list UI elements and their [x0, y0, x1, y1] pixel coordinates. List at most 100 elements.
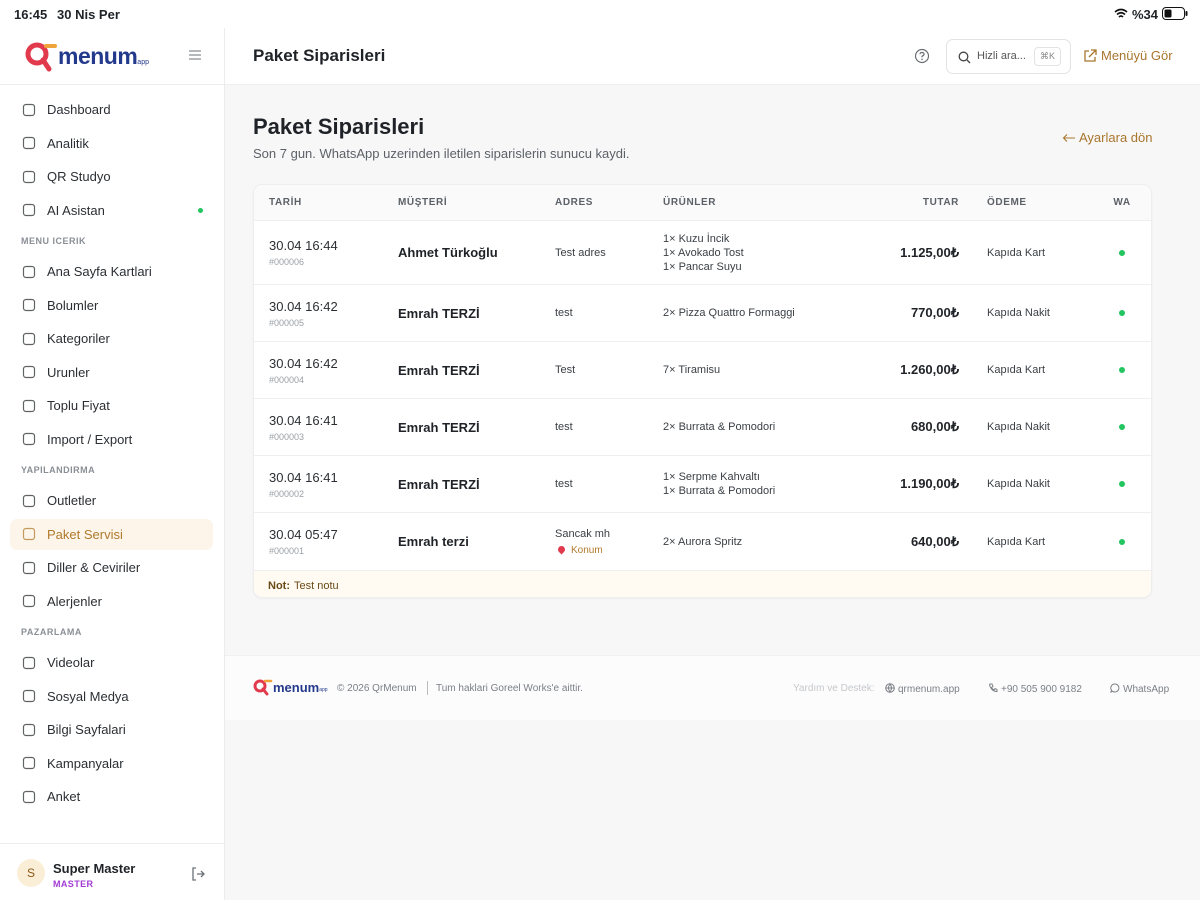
total: 1.190,00₺ [900, 476, 959, 491]
items-cell: 2× Pizza Quattro Formaggi [663, 306, 863, 320]
total: 640,00₺ [910, 533, 959, 549]
nav-icon [22, 561, 36, 574]
nav-item[interactable]: Import / Export [10, 424, 213, 455]
nav-item[interactable]: Analitik [10, 128, 213, 159]
nav-item[interactable]: Outletler [10, 485, 213, 516]
nav-label: Outletler [47, 493, 97, 508]
page-subtitle: Son 7 gun. WhatsApp uzerinden iletilen s… [253, 146, 630, 161]
total: 680,00₺ [910, 419, 959, 434]
nav-item[interactable]: Bilgi Sayfalari [10, 714, 213, 745]
location-link[interactable]: Konum [555, 544, 663, 556]
total: 1.125,00₺ [900, 244, 959, 260]
item: 1× Avokado Tost [663, 246, 744, 259]
battery-level: %34 [1132, 7, 1159, 22]
view-menu-link[interactable]: Menüyü Gör [1083, 48, 1173, 63]
nav-label: QR Studyo [47, 169, 111, 184]
nav-icon [22, 594, 36, 608]
nav-item[interactable]: Anket [10, 781, 213, 812]
phone-link[interactable]: +90 505 900 9182 [988, 683, 1082, 695]
nav-icon [22, 656, 36, 669]
search-placeholder: Hizli ara... [977, 50, 1026, 62]
date-cell: 30.04 16:42 #000005 [269, 299, 398, 328]
whatsapp-link[interactable]: WhatsApp [1110, 683, 1169, 695]
order-row[interactable]: 30.04 16:41 #000003 Emrah TERZİ test 2× Burr… [254, 399, 1151, 456]
nav-icon [22, 365, 36, 379]
order-date: 30.04 16:42 [269, 355, 338, 371]
logo[interactable]: menum app [24, 40, 149, 72]
nav-item[interactable]: Sosyal Medya [10, 681, 213, 712]
nav-item[interactable]: Dashboard [10, 94, 213, 125]
site-link[interactable]: qrmenum.app [885, 683, 960, 695]
footer-logo-mark [253, 679, 273, 696]
status-dot [198, 207, 203, 213]
logo-text: menum [58, 42, 138, 69]
address: test [555, 421, 573, 433]
order-row[interactable]: 30.04 16:44 #000006 Ahmet Türkoğlu Test adr… [254, 221, 1151, 285]
nav-item[interactable]: AI Asistan [10, 195, 213, 226]
date-cell: 30.04 16:44 #000006 [269, 238, 398, 267]
order-row[interactable]: 30.04 05:47 #000001 Emrah terzi Sancak mh Ko… [254, 513, 1151, 571]
logout-button[interactable] [190, 866, 206, 882]
user-name: Super Master [53, 861, 136, 876]
nav-item[interactable]: Kategoriler [10, 323, 213, 354]
view-menu-text: Menüyü Gör [1101, 48, 1173, 63]
phone-text: +90 505 900 9182 [1001, 684, 1082, 695]
order-row[interactable]: 30.04 16:41 #000002 Emrah TERZİ test 1× Serp… [254, 456, 1151, 513]
wa-status-dot [1119, 367, 1125, 373]
help-button[interactable] [914, 48, 930, 64]
nav-item[interactable]: QR Studyo [10, 161, 213, 192]
address: test [555, 307, 573, 319]
nav-item[interactable]: Ana Sayfa Kartlari [10, 256, 213, 287]
date-cell: 30.04 05:47 #000001 [269, 527, 398, 556]
nav-item[interactable]: Urunler [10, 357, 213, 388]
order-row[interactable]: 30.04 16:42 #000005 Emrah TERZİ test 2× Pizz… [254, 285, 1151, 342]
back-link[interactable]: Ayarlara dön [1062, 130, 1152, 145]
order-row[interactable]: 30.04 16:42 #000004 Emrah TERZİ Test 7× Tira… [254, 342, 1151, 399]
payment: Kapıda Nakit [987, 307, 1050, 319]
wa-cell [1091, 310, 1151, 316]
nav-label: Alerjenler [47, 593, 102, 609]
phone-icon [988, 683, 998, 693]
footer-logo: menum app [253, 678, 328, 696]
nav-item[interactable]: Diller & Ceviriler [10, 552, 213, 583]
payment: Kapıda Kart [987, 364, 1046, 376]
nav-item[interactable]: Paket Servisi [10, 518, 213, 550]
logo-mark [25, 42, 57, 72]
search-shortcut: ⌘K [1034, 47, 1062, 66]
orders-table: TARİH MÜŞTERİ ADRES ÜRÜNLER TUTAR ÖDEME WA 30.0… [253, 184, 1152, 598]
nav-item[interactable]: Toplu Fiyat [10, 390, 213, 421]
nav-label: Urunler [47, 364, 90, 380]
nav-icon [22, 790, 36, 803]
time: 16:45 [14, 7, 48, 22]
search-box[interactable]: Hizli ara... ⌘K [946, 39, 1071, 74]
battery-icon [1162, 7, 1188, 20]
avatar: S [17, 859, 45, 887]
order-id: #000003 [269, 431, 305, 442]
wa-status-dot [1119, 481, 1125, 487]
nav-label: Dashboard [47, 102, 111, 117]
item: 1× Serpme Kahvaltı [663, 471, 760, 483]
nav-label: Sosyal Medya [47, 688, 129, 704]
wa-cell [1091, 424, 1151, 430]
nav-item[interactable]: Videolar [10, 647, 213, 678]
nav-label: Videolar [47, 655, 95, 670]
menu-toggle[interactable] [188, 49, 202, 61]
nav-item[interactable]: Alerjenler [10, 586, 213, 617]
nav-item[interactable]: Kampanyalar [10, 748, 213, 779]
note-text: Test notu [294, 579, 339, 592]
nav-section-label: MENU ICERIK [21, 236, 87, 246]
nav-item[interactable]: Bolumler [10, 290, 213, 321]
address-cell: Test adres [555, 247, 663, 259]
wa-status-dot [1119, 310, 1125, 316]
customer: Emrah TERZİ [398, 305, 480, 321]
table-header: TARİH MÜŞTERİ ADRES ÜRÜNLER TUTAR ÖDEME WA [254, 185, 1151, 221]
site-text: qrmenum.app [898, 684, 960, 695]
address: test [555, 478, 573, 490]
date: 30 Nis Per [57, 7, 120, 22]
user-panel: S Super Master MASTER [0, 843, 224, 900]
wifi-icon [1114, 8, 1128, 18]
sidebar: menum app Dashboard Analitik QR Studyo AI A… [0, 28, 225, 900]
nav-icon [22, 494, 36, 507]
address-cell: Test [555, 364, 663, 376]
